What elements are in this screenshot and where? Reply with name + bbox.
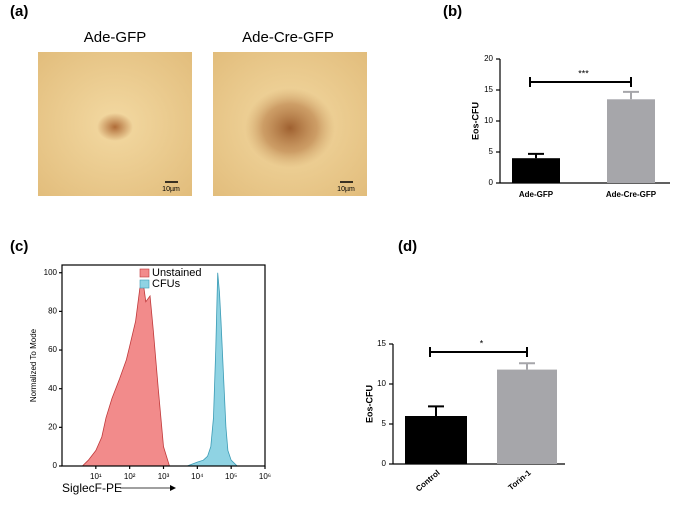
y-tick-label: 40 (48, 384, 57, 393)
x-tick-label: Ade-Cre-GFP (606, 190, 657, 199)
y-tick-label: 20 (48, 422, 57, 431)
y-tick-label: 5 (489, 147, 494, 156)
x-tick-label: 10¹ (90, 472, 102, 481)
axis-arrow (170, 485, 176, 491)
histogram (187, 272, 239, 467)
plot-frame (61, 264, 266, 467)
bar (607, 99, 655, 183)
x-tick-label: Torin-1 (507, 468, 534, 492)
significance-bracket (529, 77, 632, 87)
y-tick-label: 15 (484, 85, 493, 94)
image-title: Ade-Cre-GFP (242, 29, 334, 46)
histogram (81, 281, 170, 467)
x-tick-label: 10⁴ (191, 472, 204, 481)
panel-label: (d) (398, 238, 417, 255)
bar (405, 416, 467, 464)
error-bar (428, 405, 444, 416)
x-tick-label: Ade-GFP (519, 190, 554, 199)
legend-swatch (139, 279, 150, 289)
colony (97, 113, 133, 141)
x-tick-label: Control (414, 468, 442, 493)
legend-label: CFUs (152, 278, 181, 290)
x-tick-label: 10² (124, 472, 136, 481)
image-title: Ade-GFP (84, 29, 147, 46)
y-tick-label: 0 (382, 459, 387, 468)
significance-bracket (429, 347, 528, 357)
y-tick-label: 5 (382, 419, 387, 428)
y-axis-label: Eos-CFU (470, 102, 480, 140)
error-bar (528, 152, 544, 159)
scale-label: 10µm (162, 186, 180, 193)
x-axis-label: SiglecF-PE (62, 481, 122, 495)
x-tick-label: 10⁶ (259, 472, 271, 481)
annotation: * (480, 338, 484, 348)
annotation: *** (578, 68, 589, 78)
x-tick-label: 10⁵ (225, 472, 237, 481)
panel-label: (a) (10, 3, 28, 20)
y-tick-label: 100 (44, 268, 58, 277)
y-tick-label: 80 (48, 306, 57, 315)
error-bar (519, 362, 535, 370)
panel-label: (c) (10, 238, 28, 255)
scale-label: 10µm (337, 186, 355, 193)
legend-swatch (139, 268, 150, 278)
x-tick-label: 10³ (158, 472, 170, 481)
y-tick-label: 15 (377, 339, 386, 348)
y-tick-label: 10 (377, 379, 386, 388)
error-bar (623, 90, 639, 100)
y-axis-label: Eos-CFU (364, 385, 374, 423)
y-tick-label: 60 (48, 345, 57, 354)
bar (497, 369, 557, 464)
panel-label: (b) (443, 3, 462, 20)
y-axis-label: Normalized To Mode (29, 328, 38, 402)
bar (512, 158, 560, 183)
y-tick-label: 0 (53, 461, 58, 470)
y-tick-label: 20 (484, 54, 493, 63)
legend-label: Unstained (152, 267, 202, 279)
y-tick-label: 10 (484, 116, 493, 125)
y-tick-label: 0 (489, 178, 494, 187)
colony (245, 88, 335, 168)
